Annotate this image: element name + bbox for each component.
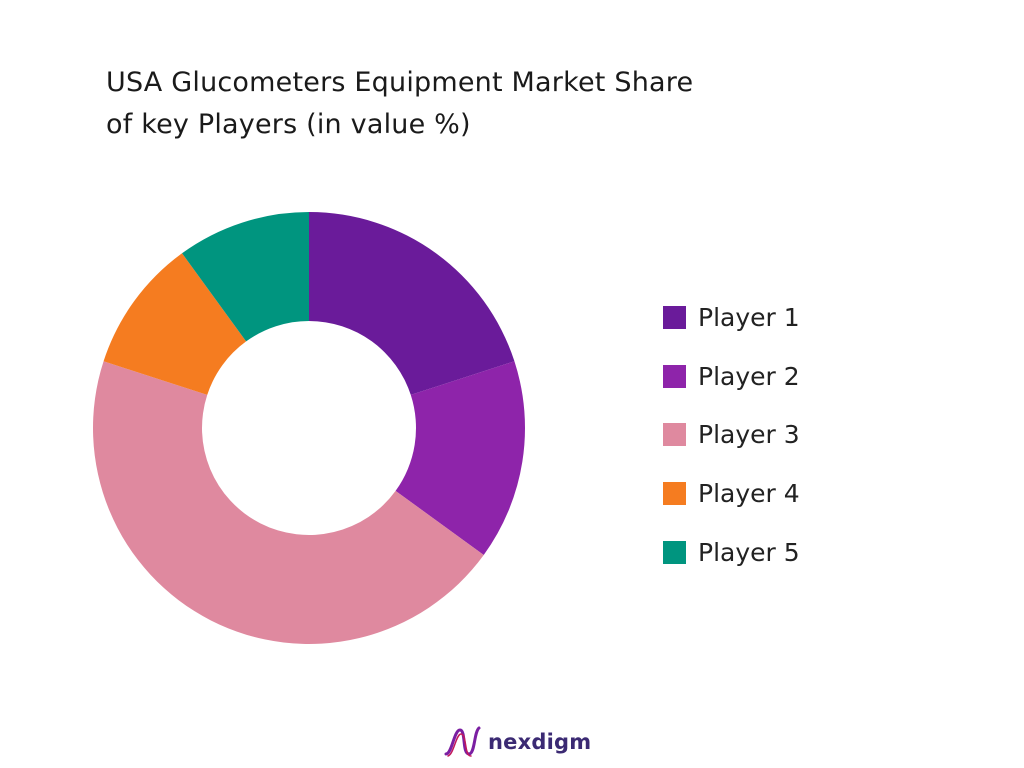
legend-swatch — [663, 364, 686, 388]
nexdigm-wave-logo-icon — [444, 726, 481, 757]
legend-label: Player 1 — [698, 302, 800, 332]
donut-slice-4 — [103, 253, 247, 395]
donut-slice-5 — [182, 212, 309, 342]
donut-slices — [93, 212, 525, 644]
donut-slice-3 — [93, 361, 484, 644]
legend-label: Player 5 — [698, 537, 800, 567]
legend-label: Player 4 — [698, 479, 800, 509]
chart-title-line-1: USA Glucometers Equipment Market Share — [106, 67, 694, 98]
legend-item-3: Player 3 — [663, 406, 800, 465]
legend-swatch — [663, 305, 686, 329]
legend-swatch — [663, 482, 686, 506]
brand-name: nexdigm — [488, 730, 592, 754]
legend-item-4: Player 4 — [663, 464, 800, 523]
chart-title: USA Glucometers Equipment Market Share o… — [106, 62, 826, 146]
chart-title-line-2: of key Players (in value %) — [106, 109, 471, 140]
legend-swatch — [663, 540, 686, 564]
legend-item-5: Player 5 — [663, 523, 800, 582]
brand-logo: nexdigm — [442, 722, 591, 762]
donut-slice-1 — [309, 212, 515, 395]
legend-swatch — [663, 423, 686, 447]
legend-label: Player 3 — [698, 420, 800, 450]
legend: Player 1 Player 2 Player 3 Player 4 Player 5 — [663, 288, 800, 582]
donut-slice-2 — [395, 361, 525, 555]
legend-label: Player 2 — [698, 361, 800, 391]
legend-item-1: Player 1 — [663, 288, 800, 347]
legend-item-2: Player 2 — [663, 347, 800, 406]
